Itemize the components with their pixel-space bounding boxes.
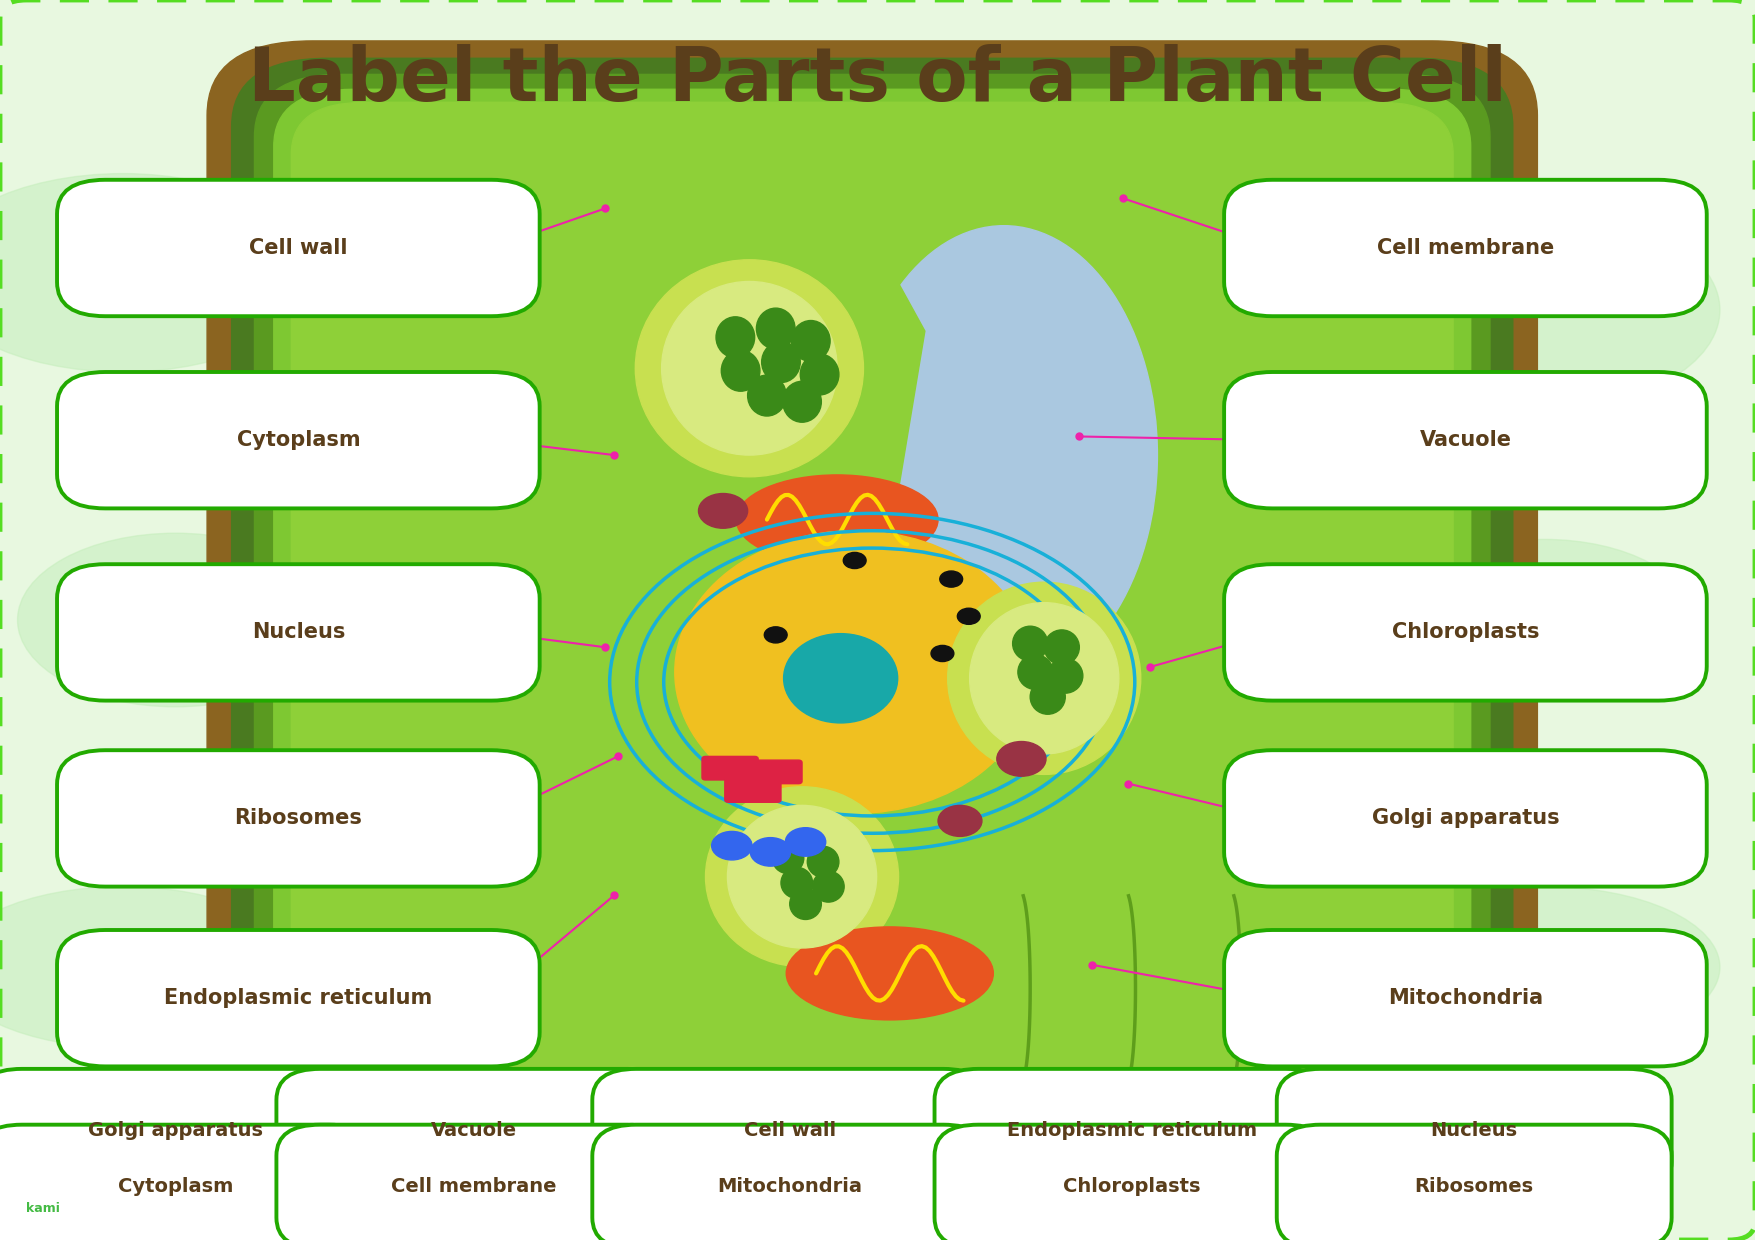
Text: Vacuole: Vacuole xyxy=(430,1121,518,1141)
Ellipse shape xyxy=(842,553,865,568)
FancyBboxPatch shape xyxy=(0,1069,372,1193)
Ellipse shape xyxy=(786,828,827,856)
Text: Nucleus: Nucleus xyxy=(251,622,346,642)
Ellipse shape xyxy=(792,320,830,362)
Text: Cell wall: Cell wall xyxy=(744,1121,835,1141)
Polygon shape xyxy=(618,219,925,790)
FancyBboxPatch shape xyxy=(58,930,541,1066)
Text: Endoplasmic reticulum: Endoplasmic reticulum xyxy=(1007,1121,1257,1141)
Ellipse shape xyxy=(18,533,333,707)
Text: Mitochondria: Mitochondria xyxy=(718,1177,862,1197)
Text: Chloroplasts: Chloroplasts xyxy=(1392,622,1539,642)
Text: Mitochondria: Mitochondria xyxy=(1388,988,1543,1008)
Text: Chloroplasts: Chloroplasts xyxy=(1064,1177,1200,1197)
FancyBboxPatch shape xyxy=(1223,750,1706,887)
Text: Endoplasmic reticulum: Endoplasmic reticulum xyxy=(165,988,432,1008)
Text: Cytoplasm: Cytoplasm xyxy=(237,430,360,450)
Ellipse shape xyxy=(1369,211,1720,409)
Ellipse shape xyxy=(1369,887,1720,1048)
Ellipse shape xyxy=(969,603,1120,754)
Ellipse shape xyxy=(662,281,837,455)
FancyBboxPatch shape xyxy=(0,1125,372,1240)
Ellipse shape xyxy=(711,832,751,861)
Ellipse shape xyxy=(948,582,1141,774)
Ellipse shape xyxy=(941,570,962,587)
FancyBboxPatch shape xyxy=(207,41,1537,1167)
Ellipse shape xyxy=(930,645,955,661)
Ellipse shape xyxy=(1013,626,1048,661)
FancyBboxPatch shape xyxy=(58,564,541,701)
Ellipse shape xyxy=(674,531,1034,813)
Ellipse shape xyxy=(635,259,863,476)
Ellipse shape xyxy=(939,806,983,836)
Text: Golgi apparatus: Golgi apparatus xyxy=(1372,808,1558,828)
Ellipse shape xyxy=(658,186,1097,310)
Text: Cell wall: Cell wall xyxy=(249,238,347,258)
Ellipse shape xyxy=(781,868,813,898)
FancyBboxPatch shape xyxy=(1223,372,1706,508)
Ellipse shape xyxy=(716,316,755,357)
Text: Golgi apparatus: Golgi apparatus xyxy=(88,1121,263,1141)
FancyBboxPatch shape xyxy=(746,760,802,784)
Text: Nucleus: Nucleus xyxy=(1430,1121,1518,1141)
Ellipse shape xyxy=(997,742,1046,776)
FancyBboxPatch shape xyxy=(277,1125,670,1240)
Text: kami: kami xyxy=(26,1203,60,1215)
Ellipse shape xyxy=(790,888,821,920)
Ellipse shape xyxy=(706,786,899,967)
Ellipse shape xyxy=(1030,680,1065,714)
FancyBboxPatch shape xyxy=(58,372,541,508)
Ellipse shape xyxy=(772,843,804,873)
Ellipse shape xyxy=(849,226,1157,684)
Ellipse shape xyxy=(0,887,298,1048)
FancyBboxPatch shape xyxy=(232,58,1513,1149)
FancyBboxPatch shape xyxy=(725,779,781,802)
Text: Cell membrane: Cell membrane xyxy=(1378,238,1553,258)
Ellipse shape xyxy=(786,928,993,1019)
FancyBboxPatch shape xyxy=(1276,1125,1671,1240)
Ellipse shape xyxy=(748,374,786,417)
Ellipse shape xyxy=(800,355,839,394)
FancyBboxPatch shape xyxy=(934,1125,1330,1240)
FancyBboxPatch shape xyxy=(291,103,1453,1106)
Text: Cell membrane: Cell membrane xyxy=(391,1177,556,1197)
FancyBboxPatch shape xyxy=(58,750,541,887)
Ellipse shape xyxy=(721,350,760,391)
Ellipse shape xyxy=(783,634,897,723)
Text: Ribosomes: Ribosomes xyxy=(235,808,362,828)
Ellipse shape xyxy=(807,846,839,878)
FancyBboxPatch shape xyxy=(1276,1069,1671,1193)
Ellipse shape xyxy=(783,382,821,422)
Ellipse shape xyxy=(1048,658,1083,693)
Ellipse shape xyxy=(1018,655,1053,689)
FancyBboxPatch shape xyxy=(254,74,1490,1133)
FancyBboxPatch shape xyxy=(1223,564,1706,701)
FancyBboxPatch shape xyxy=(274,89,1471,1118)
Ellipse shape xyxy=(728,806,878,947)
Text: Label the Parts of a Plant Cell: Label the Parts of a Plant Cell xyxy=(247,45,1508,117)
Ellipse shape xyxy=(813,870,844,903)
FancyBboxPatch shape xyxy=(934,1069,1330,1193)
FancyBboxPatch shape xyxy=(277,1069,670,1193)
FancyBboxPatch shape xyxy=(702,756,758,780)
FancyBboxPatch shape xyxy=(591,1125,986,1240)
Ellipse shape xyxy=(749,838,790,866)
Text: Cytoplasm: Cytoplasm xyxy=(118,1177,233,1197)
Ellipse shape xyxy=(0,174,316,372)
Ellipse shape xyxy=(958,609,979,624)
Ellipse shape xyxy=(1044,630,1079,665)
Ellipse shape xyxy=(735,475,937,564)
Text: Ribosomes: Ribosomes xyxy=(1415,1177,1534,1197)
FancyBboxPatch shape xyxy=(1223,180,1706,316)
FancyBboxPatch shape xyxy=(591,1069,986,1193)
Ellipse shape xyxy=(765,627,786,642)
Ellipse shape xyxy=(1395,539,1694,701)
FancyBboxPatch shape xyxy=(1223,930,1706,1066)
Ellipse shape xyxy=(762,341,800,383)
Text: Vacuole: Vacuole xyxy=(1420,430,1511,450)
Ellipse shape xyxy=(756,308,795,350)
Ellipse shape xyxy=(698,494,748,528)
FancyBboxPatch shape xyxy=(58,180,541,316)
